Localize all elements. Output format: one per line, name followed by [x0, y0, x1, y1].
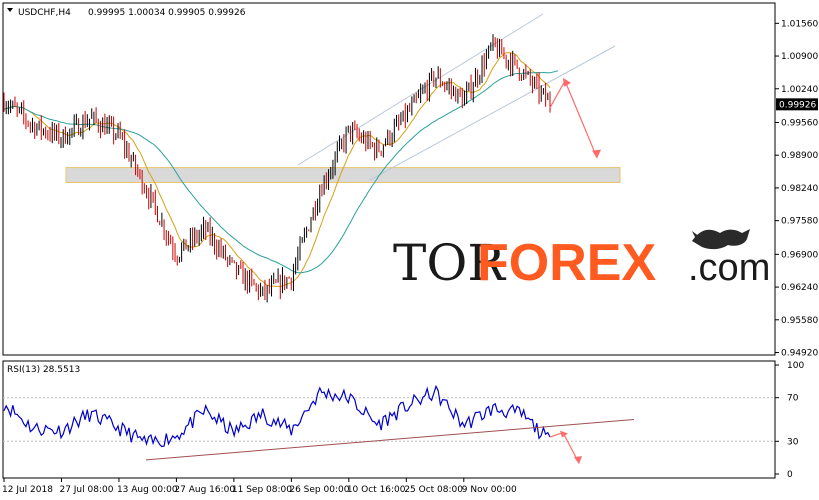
- time-tick-label: 11 Sep 08:00: [232, 485, 292, 495]
- axis-layer: 1.01560 1.00900 1.00240 0.99560 0.98900 0.982…: [2, 19, 818, 495]
- ohlc-label: 0.99995 1.00034 0.99905 0.99926: [88, 8, 246, 18]
- rsi-tick-label: 100: [787, 361, 804, 371]
- price-tick-label: 0.98900: [781, 151, 818, 161]
- time-tick-label: 27 Jul 08:00: [59, 485, 113, 495]
- logo-com-text: .com: [688, 247, 770, 289]
- moving-averages-layer: [3, 52, 559, 288]
- rsi-tick-label: 0: [787, 470, 793, 480]
- price-tick-label: 0.94920: [781, 349, 818, 359]
- price-tick-label: 0.96240: [781, 283, 818, 293]
- symbol-label: USDCHF,H4: [18, 8, 71, 18]
- forecast-price-path: [549, 79, 598, 158]
- price-tick-label: 0.98240: [781, 184, 818, 194]
- candles-layer: [3, 34, 551, 303]
- time-tick-label: 26 Sep 00:00: [289, 485, 349, 495]
- price-tick-label: 1.00900: [781, 52, 818, 62]
- bull-bear-icon: [692, 229, 750, 250]
- price-tick-label: 0.95580: [781, 316, 818, 326]
- forecast-arrow-down-icon: [592, 149, 601, 159]
- rsi-tick-label: 70: [787, 394, 799, 404]
- price-tick-label: 0.96900: [781, 250, 818, 260]
- support-zone: [65, 167, 621, 183]
- trend-channel-layer: [297, 13, 616, 181]
- rsi-line: [3, 384, 551, 448]
- time-tick-label: 13 Aug 00:00: [117, 485, 178, 495]
- ma-fast-line: [3, 52, 551, 288]
- rsi-label: RSI(13) 28.5513: [7, 365, 80, 375]
- forecast-arrow-up-icon: [563, 77, 571, 87]
- ma-slow-line: [3, 70, 559, 274]
- price-tick-label: 1.00240: [781, 85, 818, 95]
- channel-lower-line: [369, 45, 616, 181]
- time-tick-label: 12 Jul 2018: [2, 485, 53, 495]
- current-price-tag: [776, 98, 818, 111]
- time-tick-label: 9 Nov 00:00: [462, 485, 517, 495]
- current-price-label: 0.99926: [779, 100, 816, 110]
- logo-forex-text: FOREX: [477, 234, 656, 292]
- rsi-panel-frame: [2, 360, 776, 479]
- logo-tor-text: TOR: [393, 234, 506, 292]
- collapse-icon[interactable]: [7, 8, 13, 12]
- price-panel-frame: [2, 2, 776, 356]
- torforex-logo: TOR FOREX .com: [393, 229, 770, 292]
- rsi-tick-label: 30: [787, 437, 799, 447]
- rsi-trendline: [145, 419, 635, 461]
- support-zone-layer: [65, 167, 621, 183]
- time-tick-label: 25 Oct 08:00: [404, 485, 463, 495]
- forecast-rsi-arrow-down-icon: [574, 456, 582, 465]
- price-tick-label: 0.99560: [781, 118, 818, 128]
- rsi-layer: [3, 384, 775, 465]
- forecast-arrows-layer: [549, 77, 601, 159]
- price-tick-label: 0.97580: [781, 217, 818, 227]
- price-tick-label: 1.01560: [781, 19, 818, 29]
- forecast-rsi-arrow-up-icon: [560, 430, 568, 438]
- forecast-rsi-path: [549, 431, 580, 464]
- time-tick-label: 10 Oct 16:00: [347, 485, 406, 495]
- time-tick-label: 27 Aug 16:00: [174, 485, 235, 495]
